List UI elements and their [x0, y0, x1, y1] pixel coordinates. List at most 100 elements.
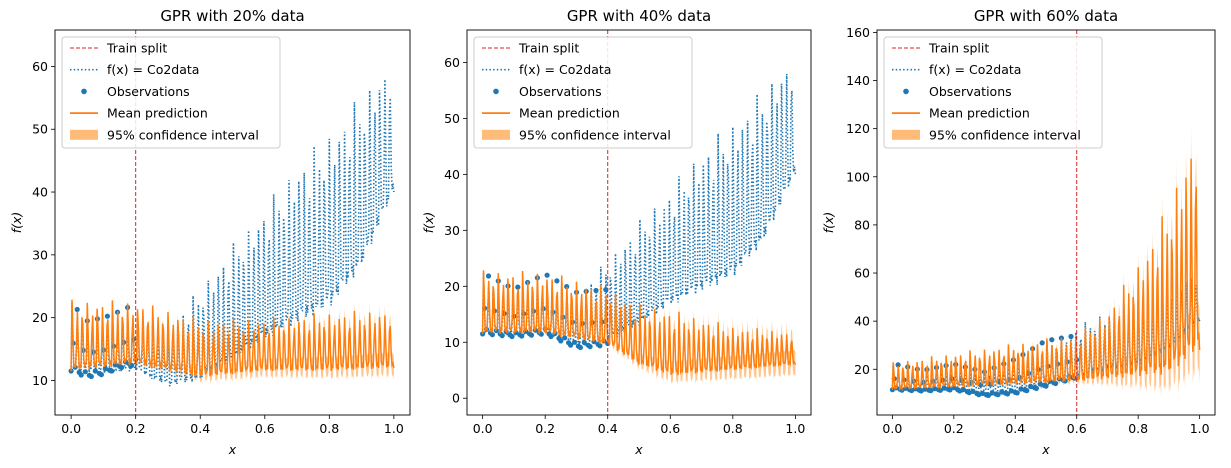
y-tick-label: 160: [846, 25, 870, 40]
observation-point: [554, 278, 560, 284]
observation-point: [509, 333, 515, 340]
observation-point: [1018, 386, 1024, 392]
plot-area: [889, 30, 1201, 415]
legend-box: [883, 36, 1103, 149]
y-tick-label: 10: [32, 373, 48, 388]
observations: [480, 272, 611, 351]
observation-point: [1005, 391, 1011, 397]
legend-handle-observations: [493, 88, 499, 95]
observation-point: [1008, 388, 1015, 394]
observation-point: [119, 364, 125, 371]
observation-point: [581, 339, 587, 346]
observation-point: [980, 390, 986, 396]
observation-point: [78, 372, 84, 378]
legend: Train split f(x) = Co2data Observations Mea…: [473, 36, 693, 149]
observation-point: [1024, 388, 1030, 394]
observation-point: [104, 313, 110, 319]
legend-box: [61, 36, 281, 149]
observation-point: [1053, 380, 1059, 387]
observation-point: [558, 338, 564, 344]
y-tick-label: 20: [32, 310, 48, 325]
x-tick-label: 0.0: [882, 421, 902, 436]
y-tick-label: 80: [854, 217, 870, 232]
y-tick-label: 100: [846, 169, 870, 184]
observation-point: [937, 387, 944, 393]
y-tick-label: 40: [444, 167, 460, 182]
x-tick-label: 0.8: [1128, 421, 1148, 436]
y-tick-label: 60: [854, 266, 870, 281]
legend-box: [473, 36, 693, 149]
y-tick-label: 50: [32, 122, 48, 137]
legend-label: f(x) = Co2data: [519, 62, 611, 77]
observation-point: [577, 344, 584, 351]
y-tick-label: 120: [846, 121, 870, 136]
observation-point: [489, 332, 495, 338]
x-tick-label: 0.6: [660, 421, 680, 436]
y-tick-label: 30: [444, 223, 460, 238]
legend-label: Mean prediction: [929, 106, 1030, 121]
y-tick-label: 60: [444, 55, 460, 70]
observation-point: [1039, 340, 1045, 346]
x-tick-label: 0.0: [473, 421, 493, 436]
y-tick-label: 40: [32, 185, 48, 200]
observation-point: [989, 390, 995, 396]
chart-panel-3: 0.0 0.2 0.4 0.6 0.8 1.0 20 40 60 80 100 120 140 160 GP…: [821, 7, 1216, 457]
y-tick-label: 40: [854, 314, 870, 329]
legend-label: Train split: [106, 41, 167, 56]
x-axis-label: x: [634, 442, 643, 457]
y-tick-label: 20: [444, 279, 460, 294]
y-axis-label: f(x): [821, 212, 836, 234]
legend-label: 95% confidence interval: [107, 127, 259, 142]
observation-point: [1014, 390, 1020, 396]
legend-label: Train split: [928, 41, 989, 56]
observation-point: [597, 343, 603, 349]
chart-title: GPR with 40% data: [567, 7, 711, 25]
legend-label: Mean prediction: [107, 106, 208, 121]
y-tick-label: 60: [32, 59, 48, 74]
observation-point: [960, 386, 967, 393]
x-tick-label: 0.2: [535, 421, 555, 436]
x-tick-label: 0.4: [1005, 421, 1025, 436]
observation-point: [995, 392, 1001, 398]
observation-point: [568, 342, 574, 348]
mean-prediction-line: [891, 158, 1201, 392]
observation-point: [941, 385, 947, 391]
observation-point: [1049, 337, 1055, 343]
observation-point: [970, 388, 976, 394]
observation-point: [499, 333, 505, 339]
axes-frame: [54, 29, 411, 416]
observation-point: [515, 284, 521, 290]
confidence-band: [892, 127, 1200, 397]
observation-point: [1033, 385, 1039, 391]
observation-point: [548, 333, 554, 340]
x-tick-label: 0.2: [944, 421, 964, 436]
observation-point: [485, 273, 492, 279]
observation-point: [74, 306, 80, 313]
x-tick-label: 1.0: [384, 421, 404, 436]
y-tick-label: 10: [444, 335, 460, 350]
legend-label: Train split: [518, 41, 579, 56]
observation-point: [82, 369, 88, 375]
observation-point: [1028, 383, 1034, 389]
legend-label: Observations: [929, 84, 1012, 99]
legend-label: 95% confidence interval: [929, 127, 1081, 142]
plot-area: [480, 30, 797, 415]
mean-prediction-line: [70, 299, 395, 377]
observation-point: [562, 335, 568, 341]
y-tick-label: 30: [32, 247, 48, 262]
x-tick-label: 1.0: [1190, 421, 1210, 436]
legend-label: f(x) = Co2data: [107, 62, 199, 77]
x-axis-label: x: [1041, 442, 1050, 457]
chart-title: GPR with 60% data: [974, 7, 1118, 25]
legend-label: Observations: [107, 84, 190, 99]
x-tick-label: 0.4: [190, 421, 210, 436]
legend-label: 95% confidence interval: [519, 127, 671, 142]
observation-point: [571, 339, 578, 345]
x-tick-label: 0.6: [1067, 421, 1087, 436]
y-tick-label: 20: [854, 362, 870, 377]
legend: Train split f(x) = Co2data Observations Mea…: [61, 36, 281, 149]
observation-point: [985, 392, 992, 398]
x-tick-label: 0.4: [598, 421, 618, 436]
y-axis-label: f(x): [9, 212, 24, 234]
observation-point: [88, 373, 94, 380]
